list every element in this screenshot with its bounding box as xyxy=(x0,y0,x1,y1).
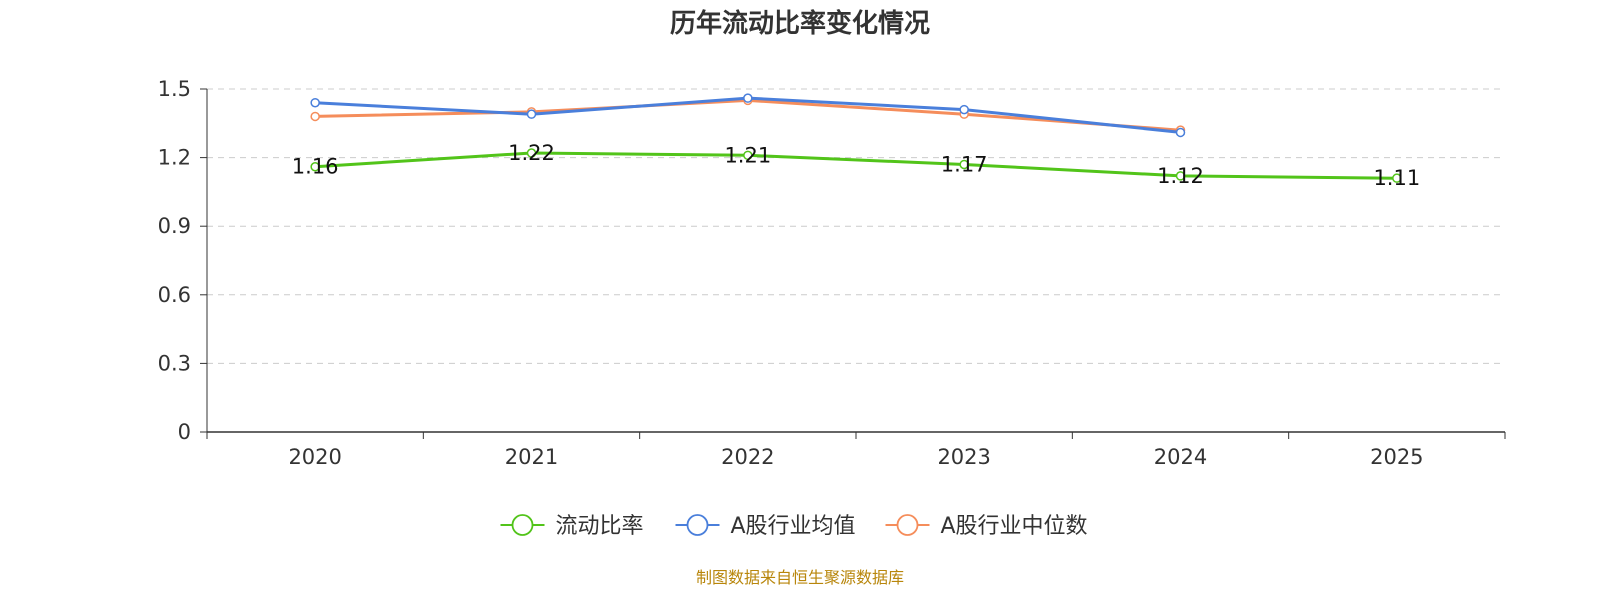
data-point xyxy=(310,97,320,108)
data-point xyxy=(1175,127,1186,138)
x-tick-label: 2025 xyxy=(1370,445,1423,469)
data-label: 1.16 xyxy=(292,155,339,179)
data-point xyxy=(1392,173,1402,183)
legend[interactable]: 流动比率 A股行业均值 A股行业中位数 xyxy=(500,514,1088,539)
data-point xyxy=(526,148,537,158)
series-line-0 xyxy=(315,151,1397,180)
legend-label: A股行业中位数 xyxy=(941,514,1088,539)
x-tick-label: 2023 xyxy=(937,445,990,469)
legend-label: A股行业均值 xyxy=(731,514,856,539)
x-tick-label: 2020 xyxy=(288,445,341,469)
data-point xyxy=(959,104,969,115)
data-label: 1.22 xyxy=(508,141,555,165)
x-tick-label: 2022 xyxy=(721,445,774,469)
chart-title: 历年流动比率变化情况 xyxy=(670,8,930,39)
legend-marker-icon xyxy=(511,514,534,536)
data-label: 1.21 xyxy=(724,143,771,167)
series-lines xyxy=(310,93,1402,183)
data-point xyxy=(959,159,969,170)
axes: 0 0.3 0.6 0.9 1.2 1.5 2020 2021 2022 2023 2024 2025 xyxy=(158,77,1506,469)
data-point xyxy=(743,93,753,103)
y-tick-label: 0 xyxy=(178,420,191,444)
data-label: 1.12 xyxy=(1157,164,1204,188)
y-tick-label: 0.9 xyxy=(158,214,191,238)
data-label: 1.17 xyxy=(941,152,988,176)
legend-item-2[interactable]: A股行业中位数 xyxy=(885,514,1088,539)
data-point xyxy=(310,161,320,172)
y-tick-label: 0.6 xyxy=(158,283,191,307)
data-label: 1.11 xyxy=(1373,166,1420,190)
source-note: 制图数据来自恒生聚源数据库 xyxy=(696,568,904,587)
x-tick-label: 2021 xyxy=(505,445,558,469)
legend-marker-icon xyxy=(686,514,709,536)
y-tick-label: 1.2 xyxy=(158,146,191,170)
data-point xyxy=(526,109,537,119)
grid-lines xyxy=(207,88,1505,364)
data-point xyxy=(310,111,320,122)
legend-label: 流动比率 xyxy=(556,514,644,539)
legend-item-1[interactable]: A股行业均值 xyxy=(675,514,856,539)
data-point xyxy=(1175,171,1186,181)
data-point xyxy=(743,150,753,161)
y-tick-label: 1.5 xyxy=(158,77,191,101)
y-tick-label: 0.3 xyxy=(158,351,191,375)
legend-marker-icon xyxy=(896,514,919,536)
x-tick-label: 2024 xyxy=(1154,445,1207,469)
data-labels: 1.16 1.22 1.21 1.17 1.12 1.11 xyxy=(292,141,1420,190)
legend-item-0[interactable]: 流动比率 xyxy=(500,514,644,539)
